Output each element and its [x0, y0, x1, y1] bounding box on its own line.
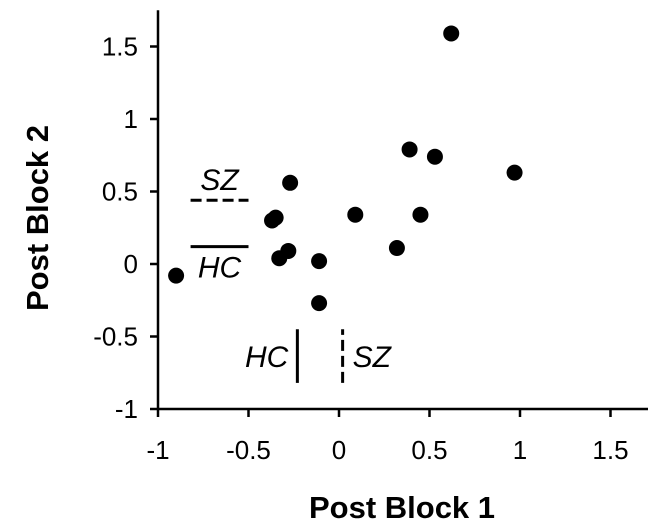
y-tick-label: 1.5 — [102, 32, 138, 62]
y-tick-label: -1 — [115, 394, 138, 424]
x-axis-title: Post Block 1 — [309, 490, 495, 525]
data-point — [506, 164, 523, 181]
y-tick-label: 0.5 — [102, 177, 138, 207]
ref-label-sz: SZ — [200, 164, 240, 197]
data-point — [412, 206, 429, 223]
data-point — [282, 174, 299, 191]
ref-label-hc: HC — [198, 252, 242, 285]
ref-label-hc: HC — [245, 341, 289, 374]
x-tick-label: 0 — [332, 435, 346, 465]
data-point — [347, 206, 364, 223]
data-point — [168, 267, 185, 284]
data-point — [280, 242, 297, 259]
data-point — [311, 253, 328, 270]
y-tick-label: 1 — [124, 104, 138, 134]
axes — [156, 10, 648, 411]
y-axis-title: Post Block 2 — [20, 125, 55, 311]
x-tick-label: 1 — [513, 435, 527, 465]
data-point — [311, 295, 328, 312]
x-tick-label: 0.5 — [411, 435, 447, 465]
data-points — [168, 25, 523, 312]
x-tick-label: -0.5 — [226, 435, 271, 465]
y-tick-label: -0.5 — [93, 322, 138, 352]
data-point — [388, 240, 405, 257]
ref-label-sz: SZ — [353, 341, 393, 374]
y-tick-label: 0 — [124, 249, 138, 279]
x-tick-label: 1.5 — [592, 435, 628, 465]
data-point — [401, 141, 418, 158]
data-point — [267, 209, 284, 226]
x-tick-label: -1 — [146, 435, 169, 465]
reference-lines: SZ HC HC SZ — [190, 164, 393, 383]
axis-ticks: -1 -0.5 0 0.5 1 1.5 -1 -0.5 0 0.5 1 1.5 — [93, 32, 628, 466]
data-point — [443, 25, 460, 42]
data-point — [426, 148, 443, 165]
